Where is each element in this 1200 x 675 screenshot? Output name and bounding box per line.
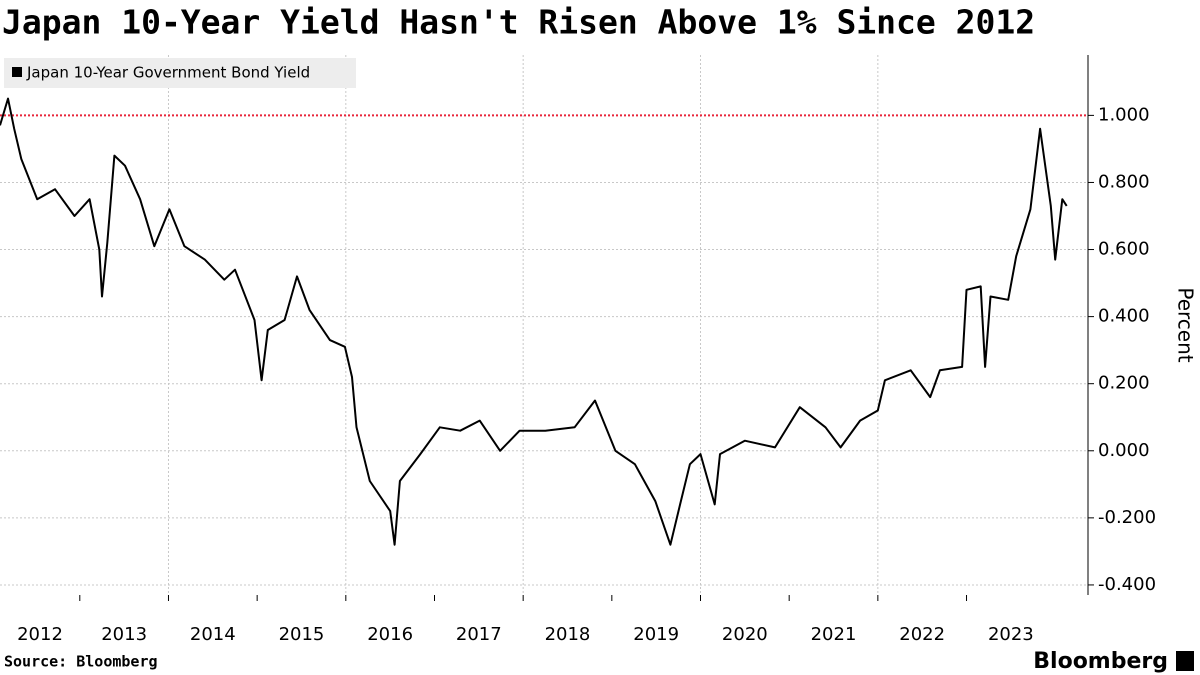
x-tick-label: 2013 bbox=[101, 624, 147, 645]
x-tick-label: 2014 bbox=[190, 624, 236, 645]
x-tick-label: 2020 bbox=[722, 624, 768, 645]
y-tick-label: -0.200 bbox=[1098, 507, 1156, 528]
y-tick-label: 0.400 bbox=[1098, 306, 1150, 327]
x-tick-label: 2016 bbox=[367, 624, 413, 645]
y-axis-label: Percent bbox=[1174, 287, 1198, 362]
y-tick-label: 1.000 bbox=[1098, 104, 1150, 125]
legend-swatch bbox=[12, 67, 22, 77]
legend-box bbox=[4, 58, 356, 88]
y-tick-label: 0.000 bbox=[1098, 440, 1150, 461]
x-tick-label: 2019 bbox=[633, 624, 679, 645]
x-tick-label: 2015 bbox=[279, 624, 325, 645]
x-tick-label: 2021 bbox=[811, 624, 857, 645]
y-tick-label: 0.200 bbox=[1098, 373, 1150, 394]
x-tick-label: 2022 bbox=[899, 624, 945, 645]
logo: Bloomberg bbox=[1033, 649, 1168, 674]
source: Source: Bloomberg bbox=[4, 653, 158, 671]
x-tick-label: 2018 bbox=[545, 624, 591, 645]
x-tick-label: 2012 bbox=[17, 624, 63, 645]
logo-icon bbox=[1176, 651, 1194, 671]
y-tick-label: 0.800 bbox=[1098, 171, 1150, 192]
y-tick-label: -0.400 bbox=[1098, 574, 1156, 595]
y-tick-label: 0.600 bbox=[1098, 239, 1150, 260]
legend-label: Japan 10-Year Government Bond Yield bbox=[26, 64, 310, 82]
x-tick-label: 2017 bbox=[456, 624, 502, 645]
line-series bbox=[0, 97, 1068, 546]
x-tick-label: 2023 bbox=[988, 624, 1034, 645]
chart-title: Japan 10-Year Yield Hasn't Risen Above 1… bbox=[2, 3, 1035, 42]
